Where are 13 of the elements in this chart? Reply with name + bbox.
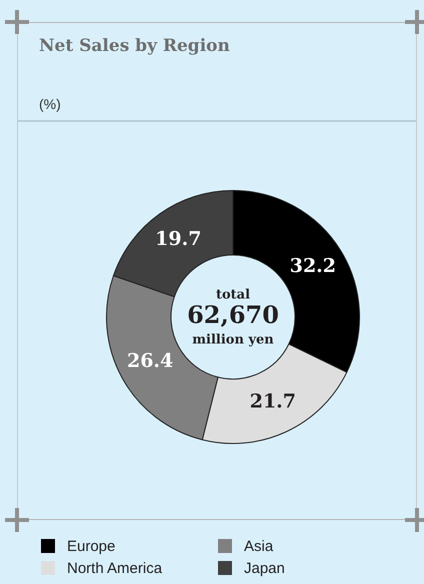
chart-title: Net Sales by Region (39, 36, 230, 56)
data-label: 32.2 (290, 254, 336, 277)
text: million yen (192, 332, 274, 348)
text: total (216, 287, 250, 302)
data-label: 26.4 (126, 350, 174, 372)
legend-label: North America (67, 560, 162, 576)
legend-label: Europe (67, 538, 116, 554)
text: 62,670 (187, 300, 279, 330)
data-label: 19.7 (155, 228, 202, 250)
chart-subtitle: (%) (39, 96, 61, 112)
legend-label: Asia (244, 538, 274, 554)
legend-label: Japan (244, 560, 285, 576)
data-label: 21.7 (250, 390, 296, 412)
